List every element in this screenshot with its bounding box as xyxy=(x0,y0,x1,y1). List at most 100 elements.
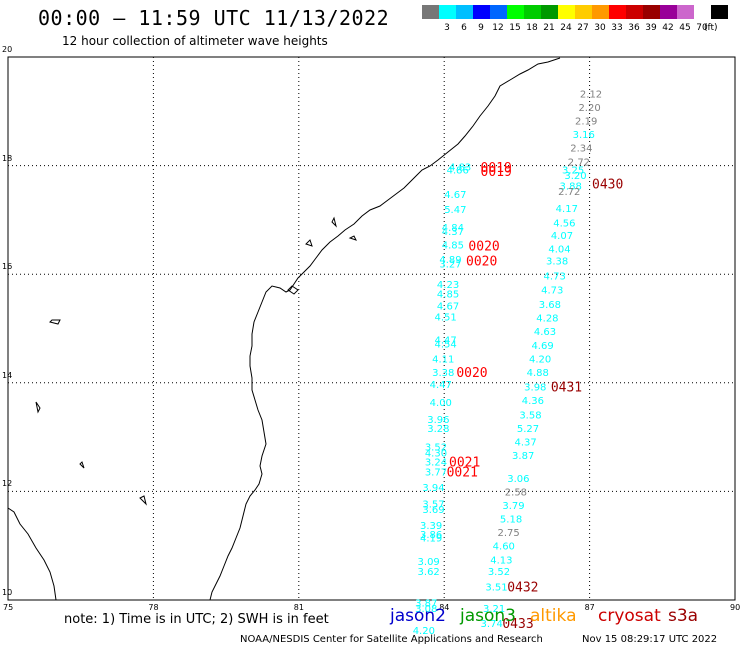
longitude-tick-label: 75 xyxy=(3,603,14,612)
wave-height-value: 4.36 xyxy=(522,396,544,407)
pass-time-label: 0430 xyxy=(592,178,623,193)
island-b xyxy=(305,239,313,247)
color-swatch xyxy=(609,5,626,19)
color-scale-label: 42 xyxy=(662,23,674,33)
wave-height-value: 2.72 xyxy=(558,187,580,198)
wave-height-value: 3.57 xyxy=(422,499,444,510)
color-scale-label: 12 xyxy=(492,23,504,33)
coastline xyxy=(7,57,561,601)
color-swatch xyxy=(660,5,677,19)
wave-height-value: 3.88 xyxy=(560,182,582,193)
map-grid xyxy=(8,57,735,600)
wave-height-value: 3.87 xyxy=(415,599,437,610)
wave-height-value: 5.47 xyxy=(444,205,466,216)
credit-line: NOAA/NESDIS Center for Satellite Applica… xyxy=(240,634,543,645)
color-scale-label: 3 xyxy=(444,23,450,33)
pass-time-label: 0019 xyxy=(481,161,512,176)
satellite-pass-times: 0019001904300020002000200431002100210432… xyxy=(447,161,624,632)
wave-height-value: 4.85 xyxy=(437,290,459,301)
color-swatch xyxy=(439,5,456,19)
pass-time-label: 0433 xyxy=(502,617,533,632)
wave-height-value: 4.86 xyxy=(447,165,469,176)
island-c xyxy=(331,216,337,228)
sri-lanka-coast xyxy=(7,507,57,601)
wave-height-value: 3.86 xyxy=(420,530,442,541)
wave-height-value: 3.74 xyxy=(481,619,503,630)
wave-height-value: 3.25 xyxy=(562,165,584,176)
color-scale-label: 30 xyxy=(594,23,606,33)
wave-height-value: 4.13 xyxy=(490,555,512,566)
wave-height-value: 3.06 xyxy=(507,474,529,485)
wave-height-value: 3.39 xyxy=(420,521,442,532)
color-scale-label: 21 xyxy=(543,23,555,33)
longitude-tick-label: 81 xyxy=(293,603,304,612)
color-swatch xyxy=(575,5,592,19)
latitude-tick-label: 12 xyxy=(2,479,13,489)
wave-height-value: 3.28 xyxy=(427,424,449,435)
wave-height-value: 3.98 xyxy=(524,383,546,394)
wave-height-value: 4.73 xyxy=(541,285,563,296)
wave-height-value: 3.58 xyxy=(519,410,541,421)
wave-height-value: 3.38 xyxy=(432,368,454,379)
color-scale-label: 27 xyxy=(577,23,589,33)
pass-time-label: 0021 xyxy=(449,456,480,471)
wave-height-value: 4.60 xyxy=(493,542,515,553)
pass-time-label: 0020 xyxy=(466,255,497,270)
legend-altika: altika xyxy=(530,606,577,626)
wave-height-value: 4.28 xyxy=(536,314,558,325)
wave-height-value: 4.20 xyxy=(529,354,551,365)
footer-note: note: 1) Time is in UTC; 2) SWH is in fe… xyxy=(64,612,329,627)
color-scale-label: 33 xyxy=(611,23,623,33)
color-swatch xyxy=(541,5,558,19)
island-h xyxy=(139,495,147,506)
island-e xyxy=(49,319,61,325)
wave-height-value: 3.69 xyxy=(422,505,444,516)
wave-height-value: 4.23 xyxy=(437,280,459,291)
map-frame xyxy=(7,56,736,601)
wave-height-value: 3.20 xyxy=(564,171,586,182)
india-east-coast xyxy=(209,57,561,601)
latitude-tick-label: 18 xyxy=(2,153,13,163)
wave-height-value: 4.37 xyxy=(514,437,536,448)
wave-height-value: 4.07 xyxy=(551,231,573,242)
pass-time-label: 0432 xyxy=(507,580,538,595)
wave-height-value: 4.11 xyxy=(432,354,454,365)
color-swatch xyxy=(473,5,490,19)
color-swatch xyxy=(711,5,728,19)
wave-height-value: 4.88 xyxy=(527,368,549,379)
wave-height-value: 4.67 xyxy=(444,190,466,201)
wave-height-value: 2.34 xyxy=(570,144,592,155)
color-swatch xyxy=(558,5,575,19)
pass-time-label: 0020 xyxy=(468,239,499,254)
wave-height-value: 4.69 xyxy=(531,341,553,352)
wave-height-value: 4.20 xyxy=(413,626,435,637)
wave-height-value: 4.00 xyxy=(430,398,452,409)
legend-s3a: s3a xyxy=(668,606,699,626)
latitude-tick-label: 10 xyxy=(2,588,13,597)
wave-height-value: 3.94 xyxy=(422,483,444,494)
wave-height-value: 3.87 xyxy=(512,451,534,462)
island-a xyxy=(287,285,299,295)
wave-height-value: 2.19 xyxy=(575,117,597,128)
wave-height-value: 2.72 xyxy=(568,157,590,168)
island-f xyxy=(35,401,41,414)
wave-height-value: 4.89 xyxy=(439,255,461,266)
latitude-tick-label: 20 xyxy=(2,45,13,54)
legend-cryosat: cryosat xyxy=(598,606,661,626)
latitude-tick-label: 16 xyxy=(2,262,13,272)
wave-height-value: 4.19 xyxy=(420,534,442,545)
wave-height-value: 4.83 xyxy=(449,163,471,174)
color-scale-label: 70 xyxy=(696,23,708,33)
legend-jason2: jason2 xyxy=(390,606,446,626)
wave-height-value: 3.96 xyxy=(427,415,449,426)
longitude-tick-label: 78 xyxy=(148,603,159,612)
color-scale-unit: (ft) xyxy=(704,23,718,33)
color-swatch xyxy=(694,5,711,19)
wave-height-value: 5.18 xyxy=(500,515,522,526)
color-scale-label: 45 xyxy=(679,23,691,33)
island-d xyxy=(348,235,357,241)
color-scale-label: 39 xyxy=(645,23,657,33)
map-subtitle: 12 hour collection of altimeter wave hei… xyxy=(62,34,328,48)
pass-time-label: 0020 xyxy=(456,366,487,381)
wave-height-value: 4.47 xyxy=(435,335,457,346)
